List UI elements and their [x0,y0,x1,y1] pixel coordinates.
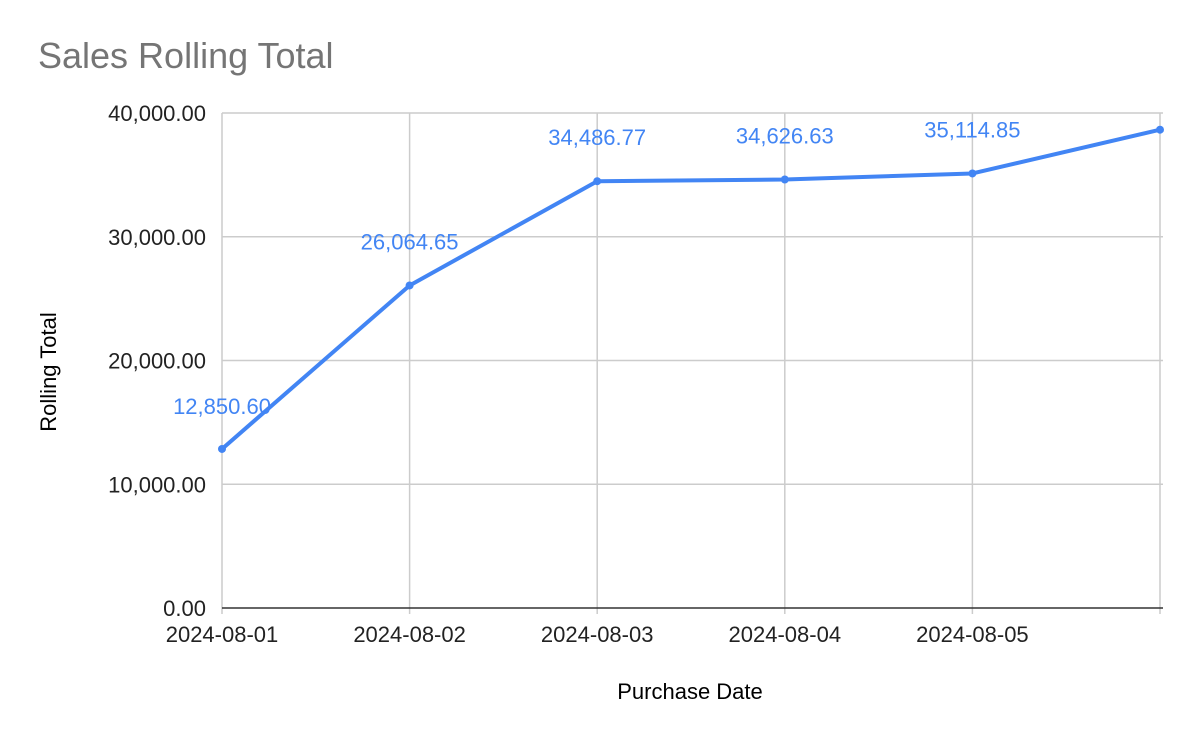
x-tick-label: 2024-08-02 [353,622,466,647]
data-point [968,169,977,178]
data-point [405,281,414,290]
data-label: 34,486.77 [548,125,646,150]
y-tick-label: 30,000.00 [108,225,206,250]
data-point [780,175,789,184]
y-tick-label: 40,000.00 [108,101,206,126]
data-label: 12,850.60 [173,394,271,419]
series-line [220,127,1162,451]
data-point [218,444,226,453]
x-tick-label: 2024-08-03 [541,622,654,647]
data-label: 26,064.65 [361,229,459,254]
x-axis-title: Purchase Date [617,679,763,704]
y-tick-label: 0.00 [163,596,206,621]
y-tick-label: 20,000.00 [108,349,206,374]
gridlines [221,112,1163,614]
data-labels: 12,850.60 26,064.65 34,486.77 34,626.63 35,1… [173,117,1020,419]
x-tick-label: 2024-08-01 [166,622,279,647]
data-label: 35,114.85 [924,117,1020,142]
x-tick-label: 2024-08-04 [729,622,842,647]
x-axis-ticks: 2024-08-01 2024-08-02 2024-08-03 2024-08-04… [166,622,1029,647]
data-point [593,177,602,186]
y-tick-label: 10,000.00 [108,472,206,497]
data-point [1156,125,1164,134]
data-label: 34,626.63 [736,123,834,148]
chart-title: Sales Rolling Total [38,35,334,76]
y-axis-title: Rolling Total [36,312,61,431]
x-tick-label: 2024-08-05 [916,622,1029,647]
y-axis-ticks: 0.00 10,000.00 20,000.00 30,000.00 40,000.00 [108,101,206,621]
series-layer [218,125,1164,453]
